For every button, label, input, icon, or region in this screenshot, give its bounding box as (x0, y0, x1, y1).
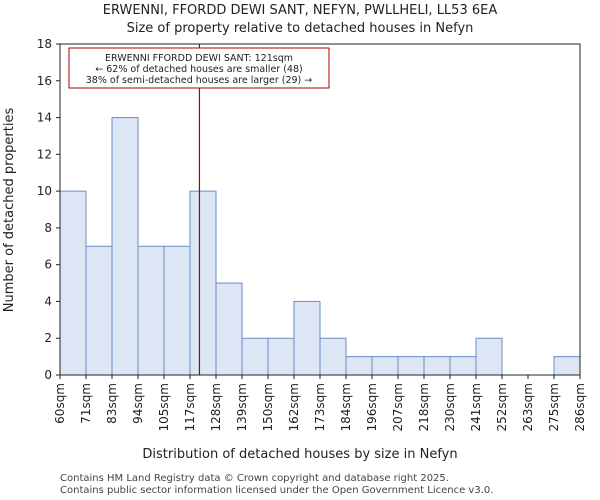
chart-title: ERWENNI, FFORDD DEWI SANT, NEFYN, PWLLHE… (103, 3, 498, 18)
plot-frame (59, 43, 581, 376)
y-tick-label: 2 (44, 331, 52, 345)
annotation-box (68, 47, 330, 89)
bar-173sqm (319, 337, 347, 376)
y-tick-label: 8 (44, 221, 52, 235)
bar-117sqm (189, 190, 217, 376)
x-ticks-group: 60sqm 71sqm 83sqm 94sqm 105sqm 117sqm 128sqm 13… (53, 375, 587, 431)
y-tick-label: 6 (44, 258, 52, 272)
x-tick-label: 60sqm (53, 383, 67, 424)
bar-218sqm (423, 356, 451, 376)
x-tick-label: 241sqm (469, 383, 483, 431)
x-axis-label: Distribution of detached houses by size … (142, 447, 457, 462)
annotation-line-3: 38% of semi-detached houses are larger (… (86, 75, 313, 86)
y-tick-label: 16 (37, 74, 52, 88)
y-tick-label: 0 (44, 368, 52, 382)
x-tick-label: 252sqm (495, 383, 509, 431)
x-tick-label: 218sqm (417, 383, 431, 431)
bar-105sqm (163, 245, 191, 376)
bar-230sqm (449, 356, 477, 376)
bar-71sqm (85, 245, 113, 376)
bar-60sqm (59, 190, 87, 376)
x-tick-label: 117sqm (183, 383, 197, 431)
bar-207sqm (397, 356, 425, 376)
chart-subtitle: Size of property relative to detached ho… (127, 21, 474, 36)
bar-196sqm (371, 356, 399, 376)
y-tick-label: 4 (44, 294, 52, 308)
bar-162sqm (293, 300, 321, 376)
x-tick-label: 184sqm (339, 383, 353, 431)
bar-139sqm (241, 337, 269, 376)
bar-128sqm (215, 282, 243, 376)
y-tick-label: 18 (37, 37, 52, 51)
x-tick-label: 196sqm (365, 383, 379, 431)
bars-group (59, 117, 581, 376)
x-tick-label: 263sqm (521, 383, 535, 431)
bar-241sqm (475, 337, 503, 376)
bar-94sqm (137, 245, 165, 376)
y-axis-label: Number of detached properties (2, 108, 17, 313)
x-tick-label: 275sqm (547, 383, 561, 431)
x-tick-label: 71sqm (79, 383, 93, 424)
x-tick-label: 230sqm (443, 383, 457, 431)
footer-line-1: Contains HM Land Registry data © Crown c… (60, 473, 449, 484)
bar-184sqm (345, 356, 373, 376)
x-tick-label: 162sqm (287, 383, 301, 431)
y-ticks-group: 0 2 4 6 8 10 12 14 16 18 (37, 37, 60, 382)
bar-275sqm (553, 356, 581, 376)
x-tick-label: 94sqm (131, 383, 145, 424)
y-tick-label: 14 (37, 111, 52, 125)
x-tick-label: 128sqm (209, 383, 223, 431)
x-tick-label: 286sqm (573, 383, 587, 431)
x-tick-label: 150sqm (261, 383, 275, 431)
y-tick-label: 10 (37, 184, 52, 198)
annotation-line-1: ERWENNI FFORDD DEWI SANT: 121sqm (105, 53, 293, 64)
x-tick-label: 105sqm (157, 383, 171, 431)
x-tick-label: 173sqm (313, 383, 327, 431)
footer-line-2: Contains public sector information licen… (60, 485, 493, 496)
y-tick-label: 12 (37, 147, 52, 161)
bar-150sqm (267, 337, 295, 376)
bar-83sqm (111, 117, 139, 376)
annotation-line-2: ← 62% of detached houses are smaller (48… (95, 64, 302, 75)
x-tick-label: 83sqm (105, 383, 119, 424)
x-tick-label: 207sqm (391, 383, 405, 431)
x-tick-label: 139sqm (235, 383, 249, 431)
